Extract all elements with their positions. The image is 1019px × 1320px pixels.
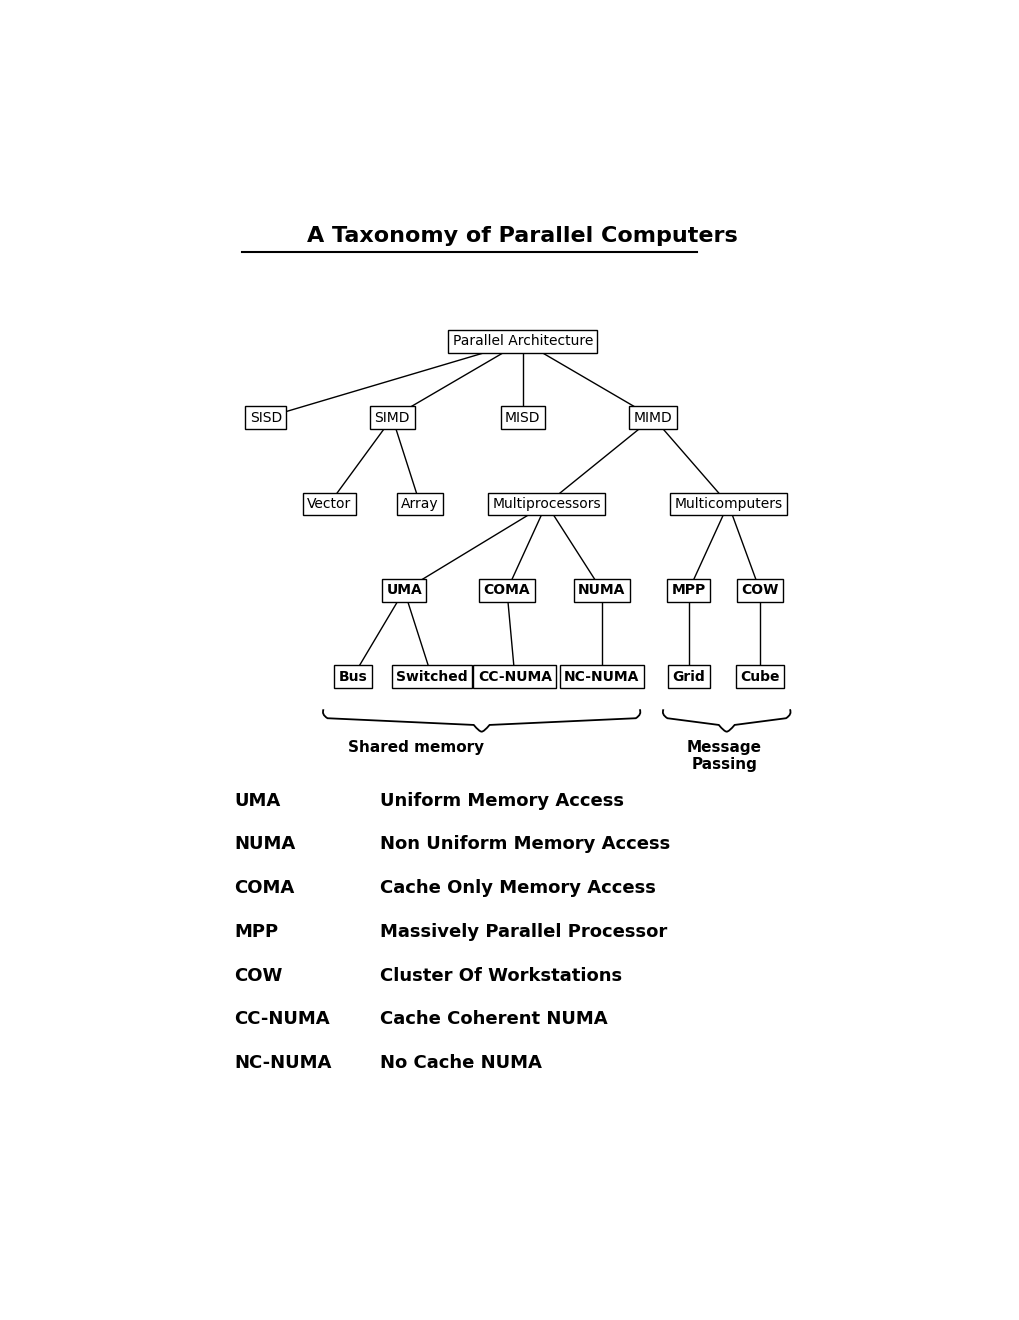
Text: NUMA: NUMA bbox=[578, 583, 625, 598]
Text: UMA: UMA bbox=[234, 792, 280, 809]
Text: SISD: SISD bbox=[250, 411, 281, 425]
Text: Vector: Vector bbox=[307, 496, 351, 511]
Text: NUMA: NUMA bbox=[234, 836, 296, 854]
Text: Massively Parallel Processor: Massively Parallel Processor bbox=[380, 923, 667, 941]
Text: Switched: Switched bbox=[395, 669, 467, 684]
Text: CC-NUMA: CC-NUMA bbox=[234, 1010, 329, 1028]
Text: Multiprocessors: Multiprocessors bbox=[492, 496, 600, 511]
Text: MPP: MPP bbox=[671, 583, 705, 598]
Text: CC-NUMA: CC-NUMA bbox=[477, 669, 551, 684]
Text: SIMD: SIMD bbox=[374, 411, 410, 425]
Text: Grid: Grid bbox=[672, 669, 704, 684]
Text: MPP: MPP bbox=[234, 923, 278, 941]
Text: Cluster Of Workstations: Cluster Of Workstations bbox=[380, 966, 622, 985]
Text: Non Uniform Memory Access: Non Uniform Memory Access bbox=[380, 836, 671, 854]
Text: No Cache NUMA: No Cache NUMA bbox=[380, 1053, 542, 1072]
Text: Multicomputers: Multicomputers bbox=[674, 496, 782, 511]
Text: MIMD: MIMD bbox=[633, 411, 672, 425]
Text: COW: COW bbox=[234, 966, 282, 985]
Text: Uniform Memory Access: Uniform Memory Access bbox=[380, 792, 624, 809]
Text: A Taxonomy of Parallel Computers: A Taxonomy of Parallel Computers bbox=[307, 226, 738, 246]
Text: Array: Array bbox=[400, 496, 438, 511]
Text: Message
Passing: Message Passing bbox=[686, 739, 761, 772]
Text: MISD: MISD bbox=[504, 411, 540, 425]
Text: UMA: UMA bbox=[386, 583, 422, 598]
Text: Cache Coherent NUMA: Cache Coherent NUMA bbox=[380, 1010, 607, 1028]
Text: COMA: COMA bbox=[234, 879, 294, 898]
Text: NC-NUMA: NC-NUMA bbox=[564, 669, 639, 684]
Text: Parallel Architecture: Parallel Architecture bbox=[452, 334, 592, 348]
Text: Shared memory: Shared memory bbox=[347, 739, 484, 755]
Text: Cache Only Memory Access: Cache Only Memory Access bbox=[380, 879, 655, 898]
Text: Cube: Cube bbox=[740, 669, 779, 684]
Text: COW: COW bbox=[741, 583, 777, 598]
Text: COMA: COMA bbox=[483, 583, 530, 598]
Text: Bus: Bus bbox=[338, 669, 367, 684]
Text: NC-NUMA: NC-NUMA bbox=[234, 1053, 331, 1072]
